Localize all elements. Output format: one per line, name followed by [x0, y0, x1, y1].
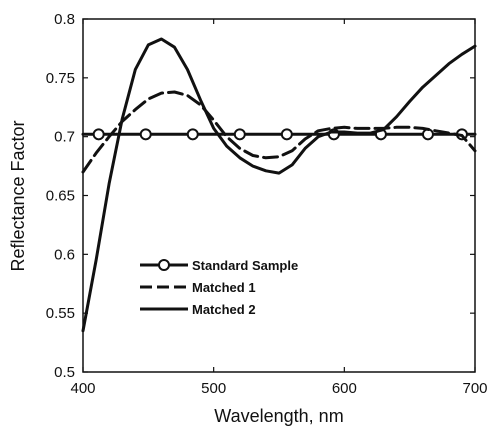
standard-sample-marker: [139, 128, 152, 141]
y-tick-label: 0.7: [54, 129, 75, 146]
axis-ticks: 400 500 600 700 0.5 0.55 0.6 0.65 0.7 0.75 0.8: [46, 11, 488, 397]
legend-label-standard-sample: Standard Sample: [192, 258, 298, 273]
x-axis-label: Wavelength, nm: [214, 406, 343, 426]
y-tick-label: 0.8: [54, 11, 75, 28]
y-tick-label: 0.65: [46, 188, 75, 205]
legend-label-matched-2: Matched 2: [192, 302, 256, 317]
y-axis-label: Reflectance Factor: [8, 120, 28, 271]
y-tick-label: 0.75: [46, 70, 75, 87]
y-tick-label: 0.55: [46, 305, 75, 322]
standard-sample-marker: [186, 128, 199, 141]
standard-sample-marker: [233, 128, 246, 141]
y-tick-label: 0.5: [54, 364, 75, 381]
x-tick-label: 500: [201, 380, 226, 397]
legend-label-matched-1: Matched 1: [192, 280, 256, 295]
series-layer: [81, 37, 477, 333]
legend-marker-standard-sample: [158, 259, 170, 271]
plot-frame: [82, 18, 476, 373]
x-tick-label: 700: [462, 380, 487, 397]
x-tick-label: 400: [70, 380, 95, 397]
matched-1-line: [81, 90, 477, 174]
x-tick-label: 600: [332, 380, 357, 397]
legend: Standard Sample Matched 1 Matched 2: [140, 258, 298, 317]
matched-2-line: [81, 37, 477, 333]
standard-sample-marker: [92, 128, 105, 141]
y-tick-label: 0.6: [54, 246, 75, 263]
standard-sample-marker: [280, 128, 293, 141]
